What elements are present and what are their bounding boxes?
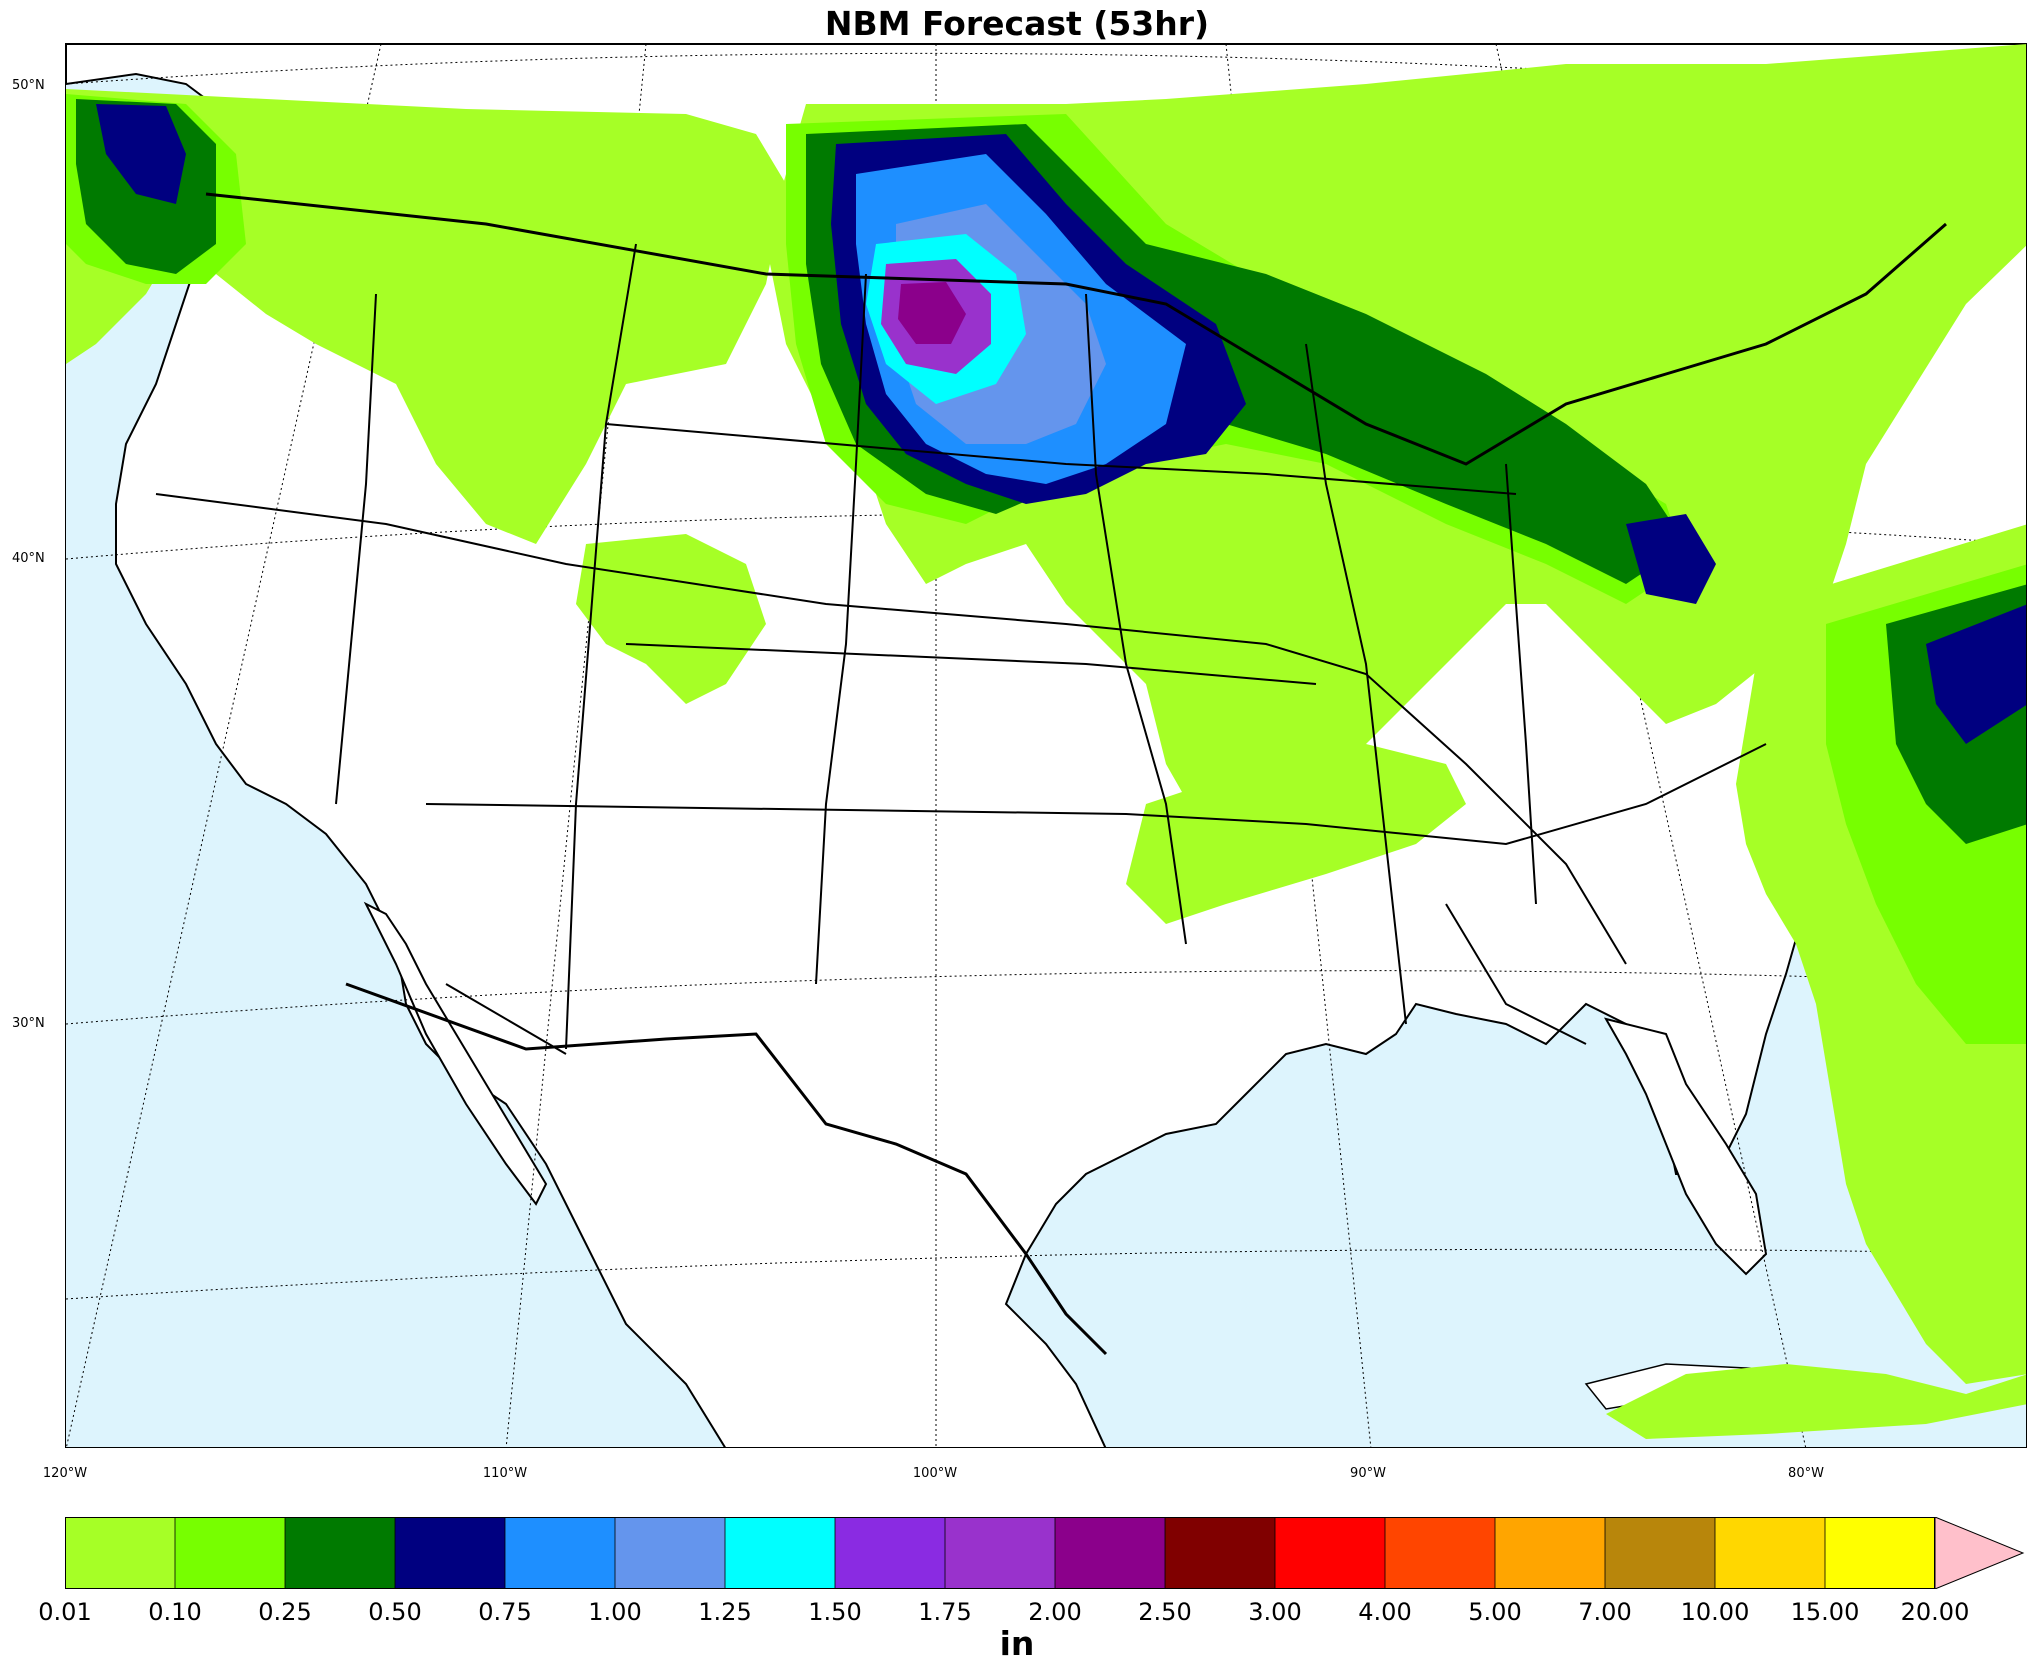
colorbar-tick-label: 0.10	[148, 1598, 202, 1626]
colorbar-cell	[1825, 1517, 1936, 1589]
colorbar-cell	[1605, 1517, 1716, 1589]
lon-label-120: 120°W	[42, 1466, 88, 1481]
lon-label-80: 80°W	[1788, 1466, 1824, 1481]
baja-peninsula	[363, 901, 548, 1206]
colorbar-tick-label: 15.00	[1790, 1598, 1860, 1626]
colorbar-cell	[395, 1517, 506, 1589]
florida	[1603, 1017, 1768, 1276]
colorbar-cell	[835, 1517, 946, 1589]
colorbar-cell	[1275, 1517, 1386, 1589]
colorbar-tick-label: 20.00	[1900, 1598, 1970, 1626]
colorbar-cell	[1495, 1517, 1606, 1589]
lat-label-40: 40°N	[12, 551, 45, 566]
colorbar-tick-label: 2.00	[1028, 1598, 1082, 1626]
colorbar-cell	[1715, 1517, 1826, 1589]
colorbar-cell	[615, 1517, 726, 1589]
lat-label-50: 50°N	[12, 78, 45, 93]
colorbar-tick-label: 2.50	[1138, 1598, 1192, 1626]
colorbar-cells	[65, 1517, 1936, 1589]
lon-label-110: 110°W	[482, 1466, 528, 1481]
colorbar-tick-label: 0.50	[368, 1598, 422, 1626]
colorbar-tick-label: 1.50	[808, 1598, 862, 1626]
colorbar-tick-label: 10.00	[1680, 1598, 1750, 1626]
lat-label-30: 30°N	[12, 1016, 45, 1031]
colorbar-cell	[505, 1517, 616, 1589]
colorbar-cell	[175, 1517, 286, 1589]
lon-label-100: 100°W	[912, 1466, 958, 1481]
colorbar	[65, 1517, 2025, 1589]
colorbar-unit-label: in	[999, 1624, 1035, 1663]
colorbar-tick-label: 0.75	[478, 1598, 532, 1626]
colorbar-tick-label: 0.01	[38, 1598, 92, 1626]
colorbar-outline	[65, 1517, 1935, 1589]
colorbar-tick-label: 3.00	[1248, 1598, 1302, 1626]
colorbar-cell	[285, 1517, 396, 1589]
colorbar-cell	[1165, 1517, 1276, 1589]
lon-label-90: 90°W	[1350, 1466, 1386, 1481]
colorbar-tick-label: 0.25	[258, 1598, 312, 1626]
colorbar-tick-labels: 0.01 0.10 0.25 0.50 0.75 1.00 1.25 1.50 1.75 2.00…	[38, 1598, 1969, 1628]
colorbar-tick-label: 1.00	[588, 1598, 642, 1626]
political-borders	[155, 192, 1947, 1356]
map-title: NBM Forecast (53hr)	[824, 4, 1210, 43]
colorbar-cell	[1055, 1517, 1166, 1589]
map-canvas	[66, 44, 2026, 1447]
colorbar-cell	[725, 1517, 836, 1589]
colorbar-cell	[945, 1517, 1056, 1589]
colorbar-tick-label: 1.25	[698, 1598, 752, 1626]
colorbar-tick-label: 1.75	[918, 1598, 972, 1626]
colorbar-tick-label: 5.00	[1468, 1598, 1522, 1626]
colorbar-tick-label: 4.00	[1358, 1598, 1412, 1626]
precipitation-field	[66, 44, 2026, 1439]
colorbar-tick-label: 7.00	[1578, 1598, 1632, 1626]
precipitation-map	[65, 43, 2027, 1448]
colorbar-cell	[65, 1517, 176, 1589]
colorbar-cell	[1385, 1517, 1496, 1589]
colorbar-extend-arrow	[1934, 1517, 2025, 1589]
